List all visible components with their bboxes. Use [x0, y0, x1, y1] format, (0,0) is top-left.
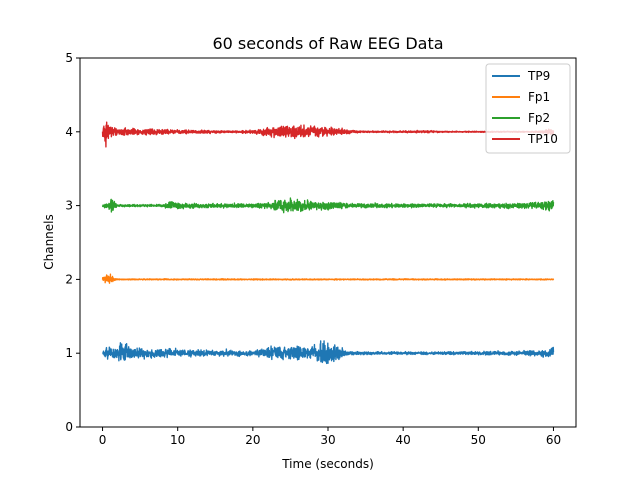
x-tick-label: 0 [99, 433, 107, 447]
legend-label: Fp2 [528, 111, 550, 125]
y-tick-label: 0 [65, 420, 73, 434]
legend-box [485, 63, 571, 154]
x-tick-label: 60 [546, 433, 561, 447]
x-axis-ticks: 0 10 20 30 40 50 60 [99, 427, 561, 447]
x-tick-label: 20 [245, 433, 260, 447]
legend-label: Fp1 [528, 90, 550, 104]
series-line-fp2 [101, 197, 555, 214]
y-axis-label: Channels [42, 214, 56, 270]
y-tick-label: 2 [65, 272, 73, 286]
y-tick-label: 3 [65, 199, 73, 213]
y-axis-ticks: 0 1 2 3 4 5 [65, 51, 80, 434]
x-tick-label: 50 [471, 433, 486, 447]
legend: TP9 Fp1 Fp2 TP10 [485, 63, 571, 154]
y-tick-label: 4 [65, 125, 73, 139]
series-line-tp10 [101, 121, 555, 148]
legend-label: TP10 [527, 132, 558, 146]
y-tick-label: 5 [65, 51, 73, 65]
series-line-tp9 [102, 340, 555, 365]
x-tick-label: 30 [320, 433, 335, 447]
series-line-fp1 [101, 273, 555, 284]
chart-title: 60 seconds of Raw EEG Data [212, 34, 443, 53]
legend-label: TP9 [527, 69, 550, 83]
plot-traces [101, 121, 555, 365]
x-tick-label: 10 [170, 433, 185, 447]
y-tick-label: 1 [65, 346, 73, 360]
x-axis-label: Time (seconds) [281, 457, 374, 471]
x-tick-label: 40 [396, 433, 411, 447]
